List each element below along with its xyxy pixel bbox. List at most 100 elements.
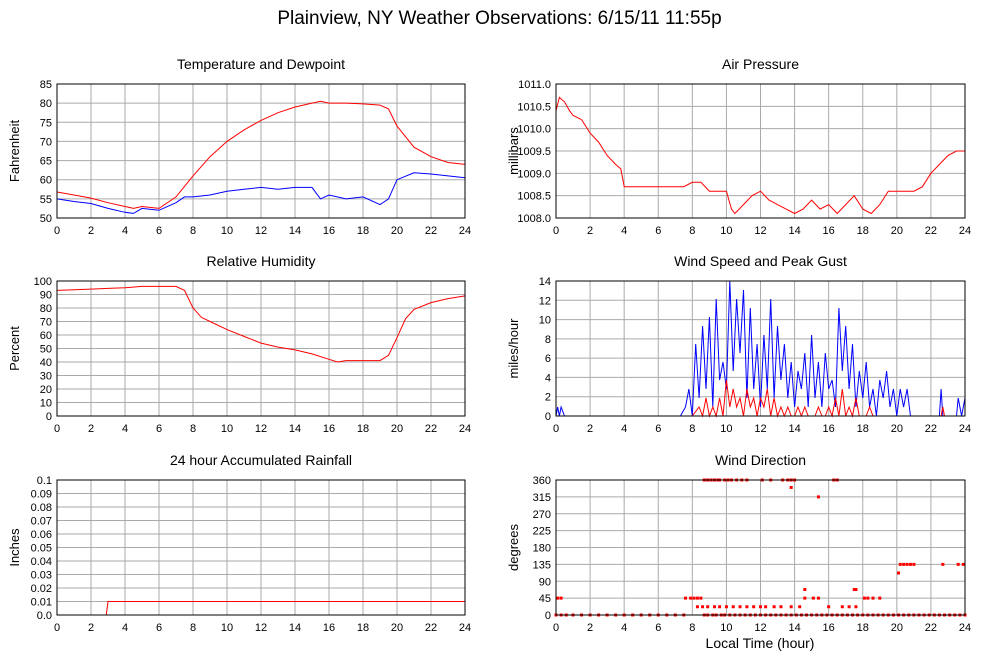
wind-ytick-label: 6	[545, 353, 551, 365]
direction-xtick-label: 4	[621, 622, 627, 634]
rain-ytick-label: 0.05	[31, 543, 52, 555]
direction-point	[956, 562, 960, 566]
direction-point	[731, 605, 735, 609]
direction-ytick-label: 270	[533, 509, 551, 521]
direction-ytick-label: 225	[533, 526, 551, 538]
direction-point	[692, 596, 696, 600]
pressure-ytick-label: 1008.5	[517, 191, 551, 203]
direction-point	[840, 605, 844, 609]
direction-point	[724, 605, 728, 609]
temp-ytick-label: 50	[40, 213, 52, 225]
wind-xtick-label: 4	[621, 423, 627, 435]
rain-ytick-label: 0.1	[37, 475, 52, 487]
rain-xtick-label: 6	[156, 622, 162, 634]
direction-point	[961, 562, 965, 566]
direction-point	[701, 605, 705, 609]
humidity-xtick-label: 6	[156, 423, 162, 435]
humidity-ytick-label: 80	[40, 303, 52, 315]
direction-point	[772, 605, 776, 609]
direction-point	[816, 596, 820, 600]
wind-ytick-label: 0	[545, 411, 551, 423]
direction-point	[912, 562, 916, 566]
direction-point	[684, 596, 688, 600]
rain-xtick-label: 4	[122, 622, 128, 634]
direction-point	[712, 605, 716, 609]
temp-xtick-label: 2	[88, 225, 94, 237]
temp-xtick-label: 0	[54, 225, 60, 237]
direction-xtick-label: 12	[754, 622, 766, 634]
humidity-xtick-label: 0	[54, 423, 60, 435]
temp-ytick-label: 70	[40, 136, 52, 148]
humidity-ylabel: Percent	[7, 326, 22, 371]
rain-ytick-label: 0.04	[31, 556, 52, 568]
temp-xtick-label: 8	[190, 225, 196, 237]
humidity-xtick-label: 8	[190, 423, 196, 435]
temp-xtick-label: 6	[156, 225, 162, 237]
rain-xtick-label: 14	[289, 622, 301, 634]
direction-xtick-label: 0	[553, 622, 559, 634]
direction-ytick-label: 45	[539, 593, 551, 605]
temp-series-line-1	[56, 172, 466, 214]
temp-ytick-label: 85	[40, 79, 52, 91]
wind-xtick-label: 6	[655, 423, 661, 435]
direction-ytick-label: 180	[533, 543, 551, 555]
direction-xtick-label: 20	[891, 622, 903, 634]
rain-ytick-label: 0.01	[31, 597, 52, 609]
direction-ylabel: degrees	[506, 524, 521, 571]
temp-ytick-label: 75	[40, 117, 52, 129]
direction-point	[779, 605, 783, 609]
rain-ytick-label: 0.06	[31, 529, 52, 541]
pressure-xtick-label: 12	[754, 225, 766, 237]
direction-point	[898, 562, 902, 566]
rain-xtick-label: 12	[255, 622, 267, 634]
direction-point	[689, 596, 693, 600]
humidity-ytick-label: 70	[40, 317, 52, 329]
rain-ytick-label: 0.02	[31, 583, 52, 595]
wind-xtick-label: 22	[925, 423, 937, 435]
wind-ytick-label: 10	[539, 315, 551, 327]
humidity-ytick-label: 40	[40, 357, 52, 369]
page-title: Plainview, NY Weather Observations: 6/15…	[277, 8, 722, 29]
direction-point	[699, 596, 703, 600]
pressure-xtick-label: 6	[655, 225, 661, 237]
direction-xtick-label: 16	[823, 622, 835, 634]
direction-ytick-label: 90	[539, 576, 551, 588]
pressure-xtick-label: 16	[823, 225, 835, 237]
direction-point	[706, 605, 710, 609]
pressure-xtick-label: 2	[587, 225, 593, 237]
wind-xtick-label: 14	[788, 423, 800, 435]
humidity-xtick-label: 4	[122, 423, 128, 435]
direction-point	[862, 596, 866, 600]
humidity-ytick-label: 10	[40, 398, 52, 410]
direction-point	[738, 605, 742, 609]
pressure-ytick-label: 1011.0	[518, 79, 551, 91]
humidity-ytick-label: 20	[40, 384, 52, 396]
temp-ylabel: Fahrenheit	[7, 120, 22, 183]
direction-point	[941, 562, 945, 566]
direction-xtick-label: 10	[720, 622, 732, 634]
direction-point	[695, 605, 699, 609]
temp-xtick-label: 16	[323, 225, 335, 237]
direction-xtick-label: 8	[689, 622, 695, 634]
wind-xtick-label: 2	[587, 423, 593, 435]
rain-ytick-label: 0.08	[31, 502, 52, 514]
direction-point	[803, 596, 807, 600]
direction-xtick-label: 6	[655, 622, 661, 634]
wind-xtick-label: 20	[891, 423, 903, 435]
pressure-xtick-label: 22	[925, 225, 937, 237]
direction-ytick-label: 135	[533, 559, 551, 571]
rain-ytick-label: 0.0	[37, 610, 52, 622]
temp-xtick-label: 4	[122, 225, 128, 237]
pressure-xtick-label: 8	[689, 225, 695, 237]
direction-ytick-label: 315	[533, 492, 551, 504]
direction-plot-frame	[555, 479, 966, 616]
humidity-ytick-label: 30	[40, 371, 52, 383]
wind-ytick-label: 12	[539, 295, 551, 307]
pressure-xtick-label: 10	[720, 225, 732, 237]
direction-xtick-label: 22	[925, 622, 937, 634]
